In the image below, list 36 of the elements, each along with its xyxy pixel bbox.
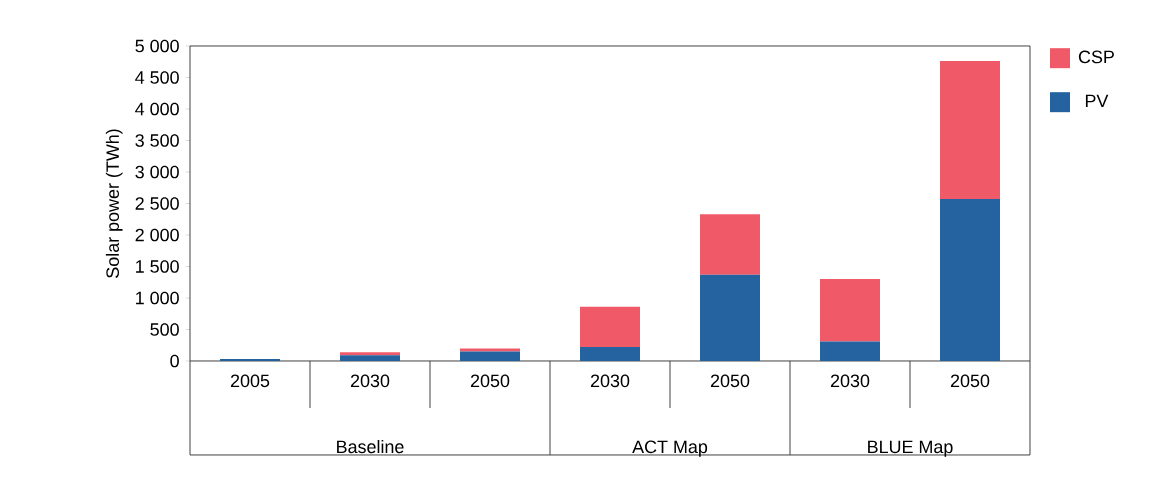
y-tick-label: 4 500 — [135, 71, 179, 84]
y-tick-label: 4 000 — [135, 102, 179, 116]
bar — [940, 199, 1001, 361]
x-tick-label: 2030 — [350, 374, 390, 388]
bar — [700, 214, 761, 275]
bar — [820, 279, 881, 342]
y-tick-label: 1 000 — [136, 291, 179, 305]
y-tick-label: 3 000 — [135, 165, 179, 179]
y-tick-label: 0 — [170, 354, 179, 368]
y-axis-title: Solar power (TWh) — [105, 129, 123, 278]
bar — [820, 341, 881, 361]
y-tick-label: 5 000 — [135, 39, 179, 53]
bar — [460, 351, 521, 361]
y-tick-label: 3 500 — [135, 134, 179, 147]
x-tick-label: 2050 — [710, 374, 750, 388]
x-tick-label: 2050 — [470, 374, 510, 388]
bar — [460, 348, 521, 352]
bar — [340, 355, 401, 361]
x-tick-label: 2050 — [950, 374, 990, 388]
x-tick-label: 2005 — [230, 374, 270, 388]
bar — [340, 352, 401, 356]
legend-label: CSP — [1078, 50, 1114, 64]
text: BLUE Map — [868, 440, 953, 457]
x-tick-label: 2030 — [590, 374, 630, 388]
bar — [700, 274, 761, 361]
text: ACT Map — [632, 440, 708, 457]
legend-label: PV — [1085, 94, 1109, 107]
y-tick-label: 500 — [150, 323, 179, 336]
bar — [940, 61, 1001, 200]
bar — [580, 347, 641, 361]
y-tick-label: 1 500 — [136, 260, 179, 273]
x-tick-label: 2030 — [830, 374, 870, 388]
y-tick-label: 2 500 — [135, 197, 179, 210]
text: Baseline — [337, 439, 404, 454]
y-tick-label: 2 000 — [135, 228, 179, 242]
bar — [580, 306, 641, 348]
